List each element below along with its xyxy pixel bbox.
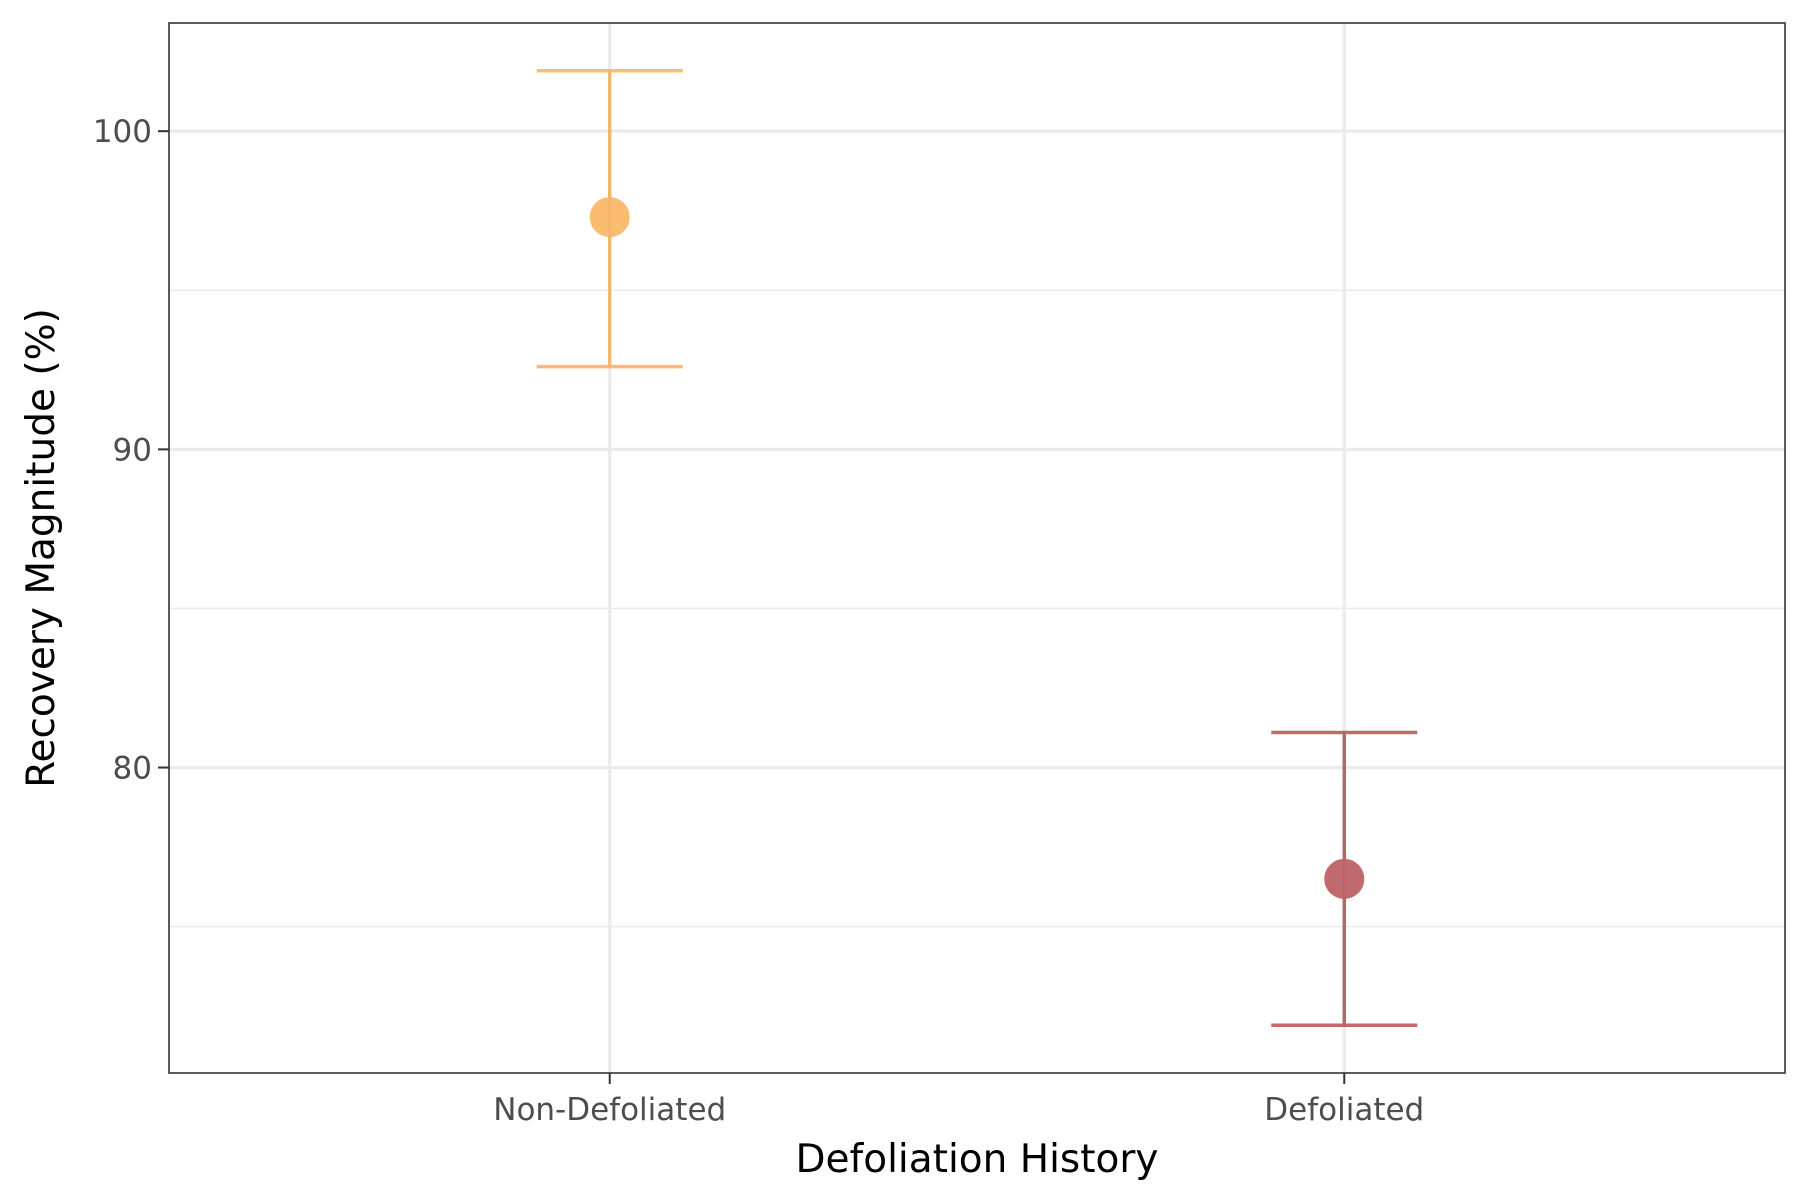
x-axis-title: Defoliation History (795, 1137, 1158, 1182)
x-tick-label: Non-Defoliated (493, 1092, 726, 1128)
tick-labels: 80 90 100 Non-Defoliated Defoliated (93, 114, 1424, 1128)
errorbar-group-defoliated (1271, 730, 1418, 1028)
data-marks (536, 68, 1418, 1028)
axis-ticks (158, 130, 1346, 1084)
mean-point (589, 197, 630, 238)
plot-panel (169, 23, 1785, 1073)
y-axis-title: Recovery Magnitude (%) (19, 308, 64, 788)
x-tick-label: Defoliated (1264, 1092, 1424, 1128)
y-tick-label: 80 (113, 751, 152, 787)
minor-gridlines (169, 289, 1785, 928)
y-tick-label: 100 (93, 114, 152, 150)
plot-border (168, 22, 1786, 1074)
mean-point (1324, 858, 1365, 899)
errorbar-group-non-defoliated (536, 68, 683, 369)
y-tick-label: 90 (113, 432, 152, 468)
